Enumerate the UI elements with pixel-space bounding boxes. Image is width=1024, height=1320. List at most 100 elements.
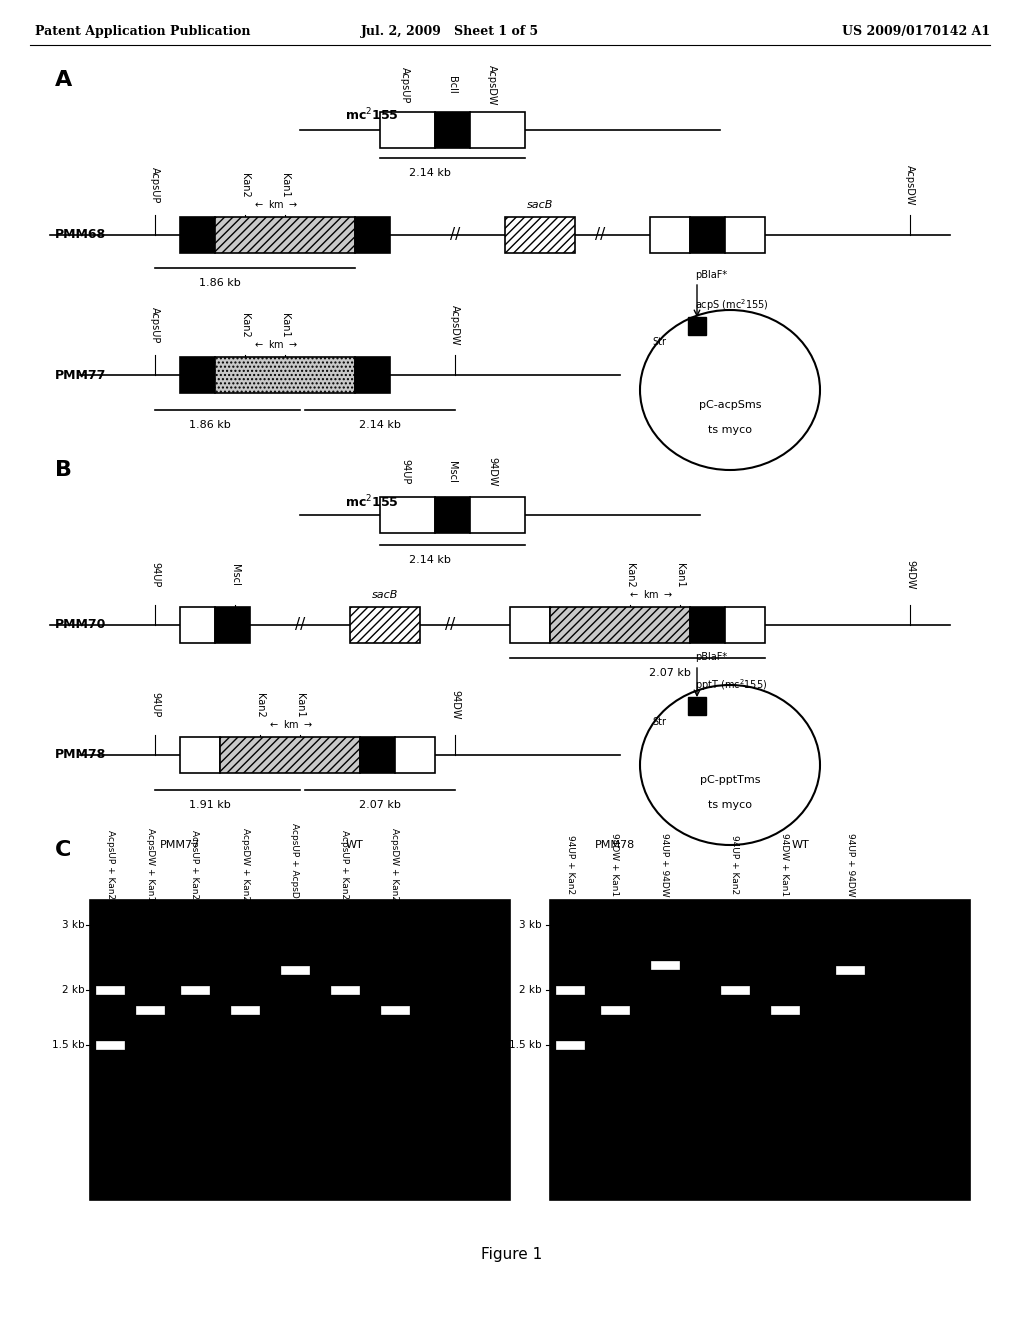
Bar (180, 607, 215, 643)
Bar (836, 966, 864, 974)
Text: Kan1: Kan1 (280, 173, 290, 197)
Bar (231, 1006, 259, 1014)
Text: MscI: MscI (230, 564, 240, 586)
Text: $\leftarrow$ km $\rightarrow$: $\leftarrow$ km $\rightarrow$ (253, 198, 297, 210)
Bar (96, 986, 124, 994)
Text: 2.14 kb: 2.14 kb (409, 168, 451, 178)
Text: mc$^2$155: mc$^2$155 (345, 107, 398, 123)
Bar (281, 966, 309, 974)
Text: WT: WT (346, 840, 364, 850)
Text: AcpsDW + Kan2: AcpsDW + Kan2 (241, 829, 250, 902)
Bar (550, 607, 690, 643)
Text: 2 kb: 2 kb (62, 985, 85, 995)
Bar (510, 607, 550, 643)
Bar (215, 216, 355, 253)
Text: pC-acpSms: pC-acpSms (698, 400, 761, 411)
Text: Kan2: Kan2 (240, 313, 250, 338)
Text: 2 kb: 2 kb (519, 985, 542, 995)
Bar (360, 737, 395, 774)
Text: AcpsUP + Kan2: AcpsUP + Kan2 (190, 830, 200, 899)
Bar (690, 216, 725, 253)
Bar (550, 900, 970, 1200)
Text: 1.86 kb: 1.86 kb (189, 420, 230, 430)
Bar (651, 961, 679, 969)
Bar (725, 607, 765, 643)
Text: AcpsUP: AcpsUP (400, 67, 410, 103)
Text: B: B (55, 459, 72, 480)
Text: 94UP + Kan2: 94UP + Kan2 (565, 836, 574, 895)
Text: Str: Str (652, 717, 666, 727)
Text: 3 kb: 3 kb (62, 920, 85, 931)
Bar (380, 498, 435, 533)
Text: 94UP + Kan2: 94UP + Kan2 (730, 836, 739, 895)
Text: acpS (mc$^2$155): acpS (mc$^2$155) (695, 297, 769, 313)
Bar (688, 317, 706, 335)
Text: 1.86 kb: 1.86 kb (199, 279, 241, 288)
Bar (470, 112, 525, 148)
Text: AcpsUP + Kan2: AcpsUP + Kan2 (105, 830, 115, 899)
Text: 1.91 kb: 1.91 kb (189, 800, 230, 810)
Text: Kan2: Kan2 (625, 562, 635, 587)
Text: 2.14 kb: 2.14 kb (359, 420, 401, 430)
Text: sacB: sacB (372, 590, 398, 601)
Bar (435, 498, 470, 533)
Text: Str: Str (652, 337, 666, 347)
Text: pptT (mc$^2$155): pptT (mc$^2$155) (695, 677, 767, 693)
Bar (721, 986, 749, 994)
Text: PMM77: PMM77 (160, 840, 200, 850)
Text: //: // (444, 618, 455, 632)
Text: pC-pptTms: pC-pptTms (699, 775, 760, 785)
Text: 94UP: 94UP (400, 459, 410, 484)
Text: Kan2: Kan2 (240, 173, 250, 198)
Text: Kan1: Kan1 (675, 562, 685, 587)
Bar (90, 900, 510, 1200)
Text: //: // (295, 618, 305, 632)
Bar (395, 737, 435, 774)
Text: 94UP + 94DW: 94UP + 94DW (846, 833, 854, 896)
Text: AcpsDW + Kan1: AcpsDW + Kan1 (145, 829, 155, 902)
Bar (180, 356, 215, 393)
Bar (771, 1006, 799, 1014)
Ellipse shape (640, 310, 820, 470)
Text: ts myco: ts myco (708, 800, 752, 810)
Bar (725, 216, 765, 253)
Bar (690, 607, 725, 643)
Text: 2.14 kb: 2.14 kb (409, 554, 451, 565)
Bar (505, 216, 575, 253)
Text: PMM70: PMM70 (55, 619, 106, 631)
Text: AcpsUP: AcpsUP (150, 306, 160, 343)
Text: AcpsDW + Kan2: AcpsDW + Kan2 (390, 829, 399, 902)
Text: Jul. 2, 2009   Sheet 1 of 5: Jul. 2, 2009 Sheet 1 of 5 (360, 25, 539, 38)
Bar (380, 112, 435, 148)
Bar (381, 1006, 409, 1014)
Text: 94DW + Kan1: 94DW + Kan1 (610, 833, 620, 896)
Bar (181, 986, 209, 994)
Text: 94DW + Kan1: 94DW + Kan1 (780, 833, 790, 896)
Bar (470, 498, 525, 533)
Text: Kan1: Kan1 (280, 313, 290, 338)
Bar (180, 216, 215, 253)
Text: C: C (55, 840, 72, 861)
Bar (331, 986, 359, 994)
Bar (556, 986, 584, 994)
Text: Kan1: Kan1 (295, 693, 305, 717)
Text: BclI: BclI (447, 77, 457, 94)
Bar (350, 607, 420, 643)
Text: AcpsUP + AcpsDW: AcpsUP + AcpsDW (291, 824, 299, 907)
Text: $\leftarrow$ km $\rightarrow$: $\leftarrow$ km $\rightarrow$ (267, 718, 312, 730)
Text: //: // (595, 227, 605, 243)
Text: PMM68: PMM68 (55, 228, 106, 242)
Text: pBlaF*: pBlaF* (695, 271, 727, 280)
Text: 1.5 kb: 1.5 kb (509, 1040, 542, 1049)
Text: MscI: MscI (447, 461, 457, 483)
Text: AcpsDW: AcpsDW (450, 305, 460, 346)
Text: Kan2: Kan2 (255, 693, 265, 717)
Text: US 2009/0170142 A1: US 2009/0170142 A1 (842, 25, 990, 38)
Text: 94UP: 94UP (150, 692, 160, 718)
Text: 3 kb: 3 kb (519, 920, 542, 931)
Text: PMM78: PMM78 (595, 840, 635, 850)
Text: 94UP: 94UP (150, 562, 160, 587)
Bar (601, 1006, 629, 1014)
Bar (215, 356, 355, 393)
Text: AcpsDW: AcpsDW (487, 65, 497, 106)
